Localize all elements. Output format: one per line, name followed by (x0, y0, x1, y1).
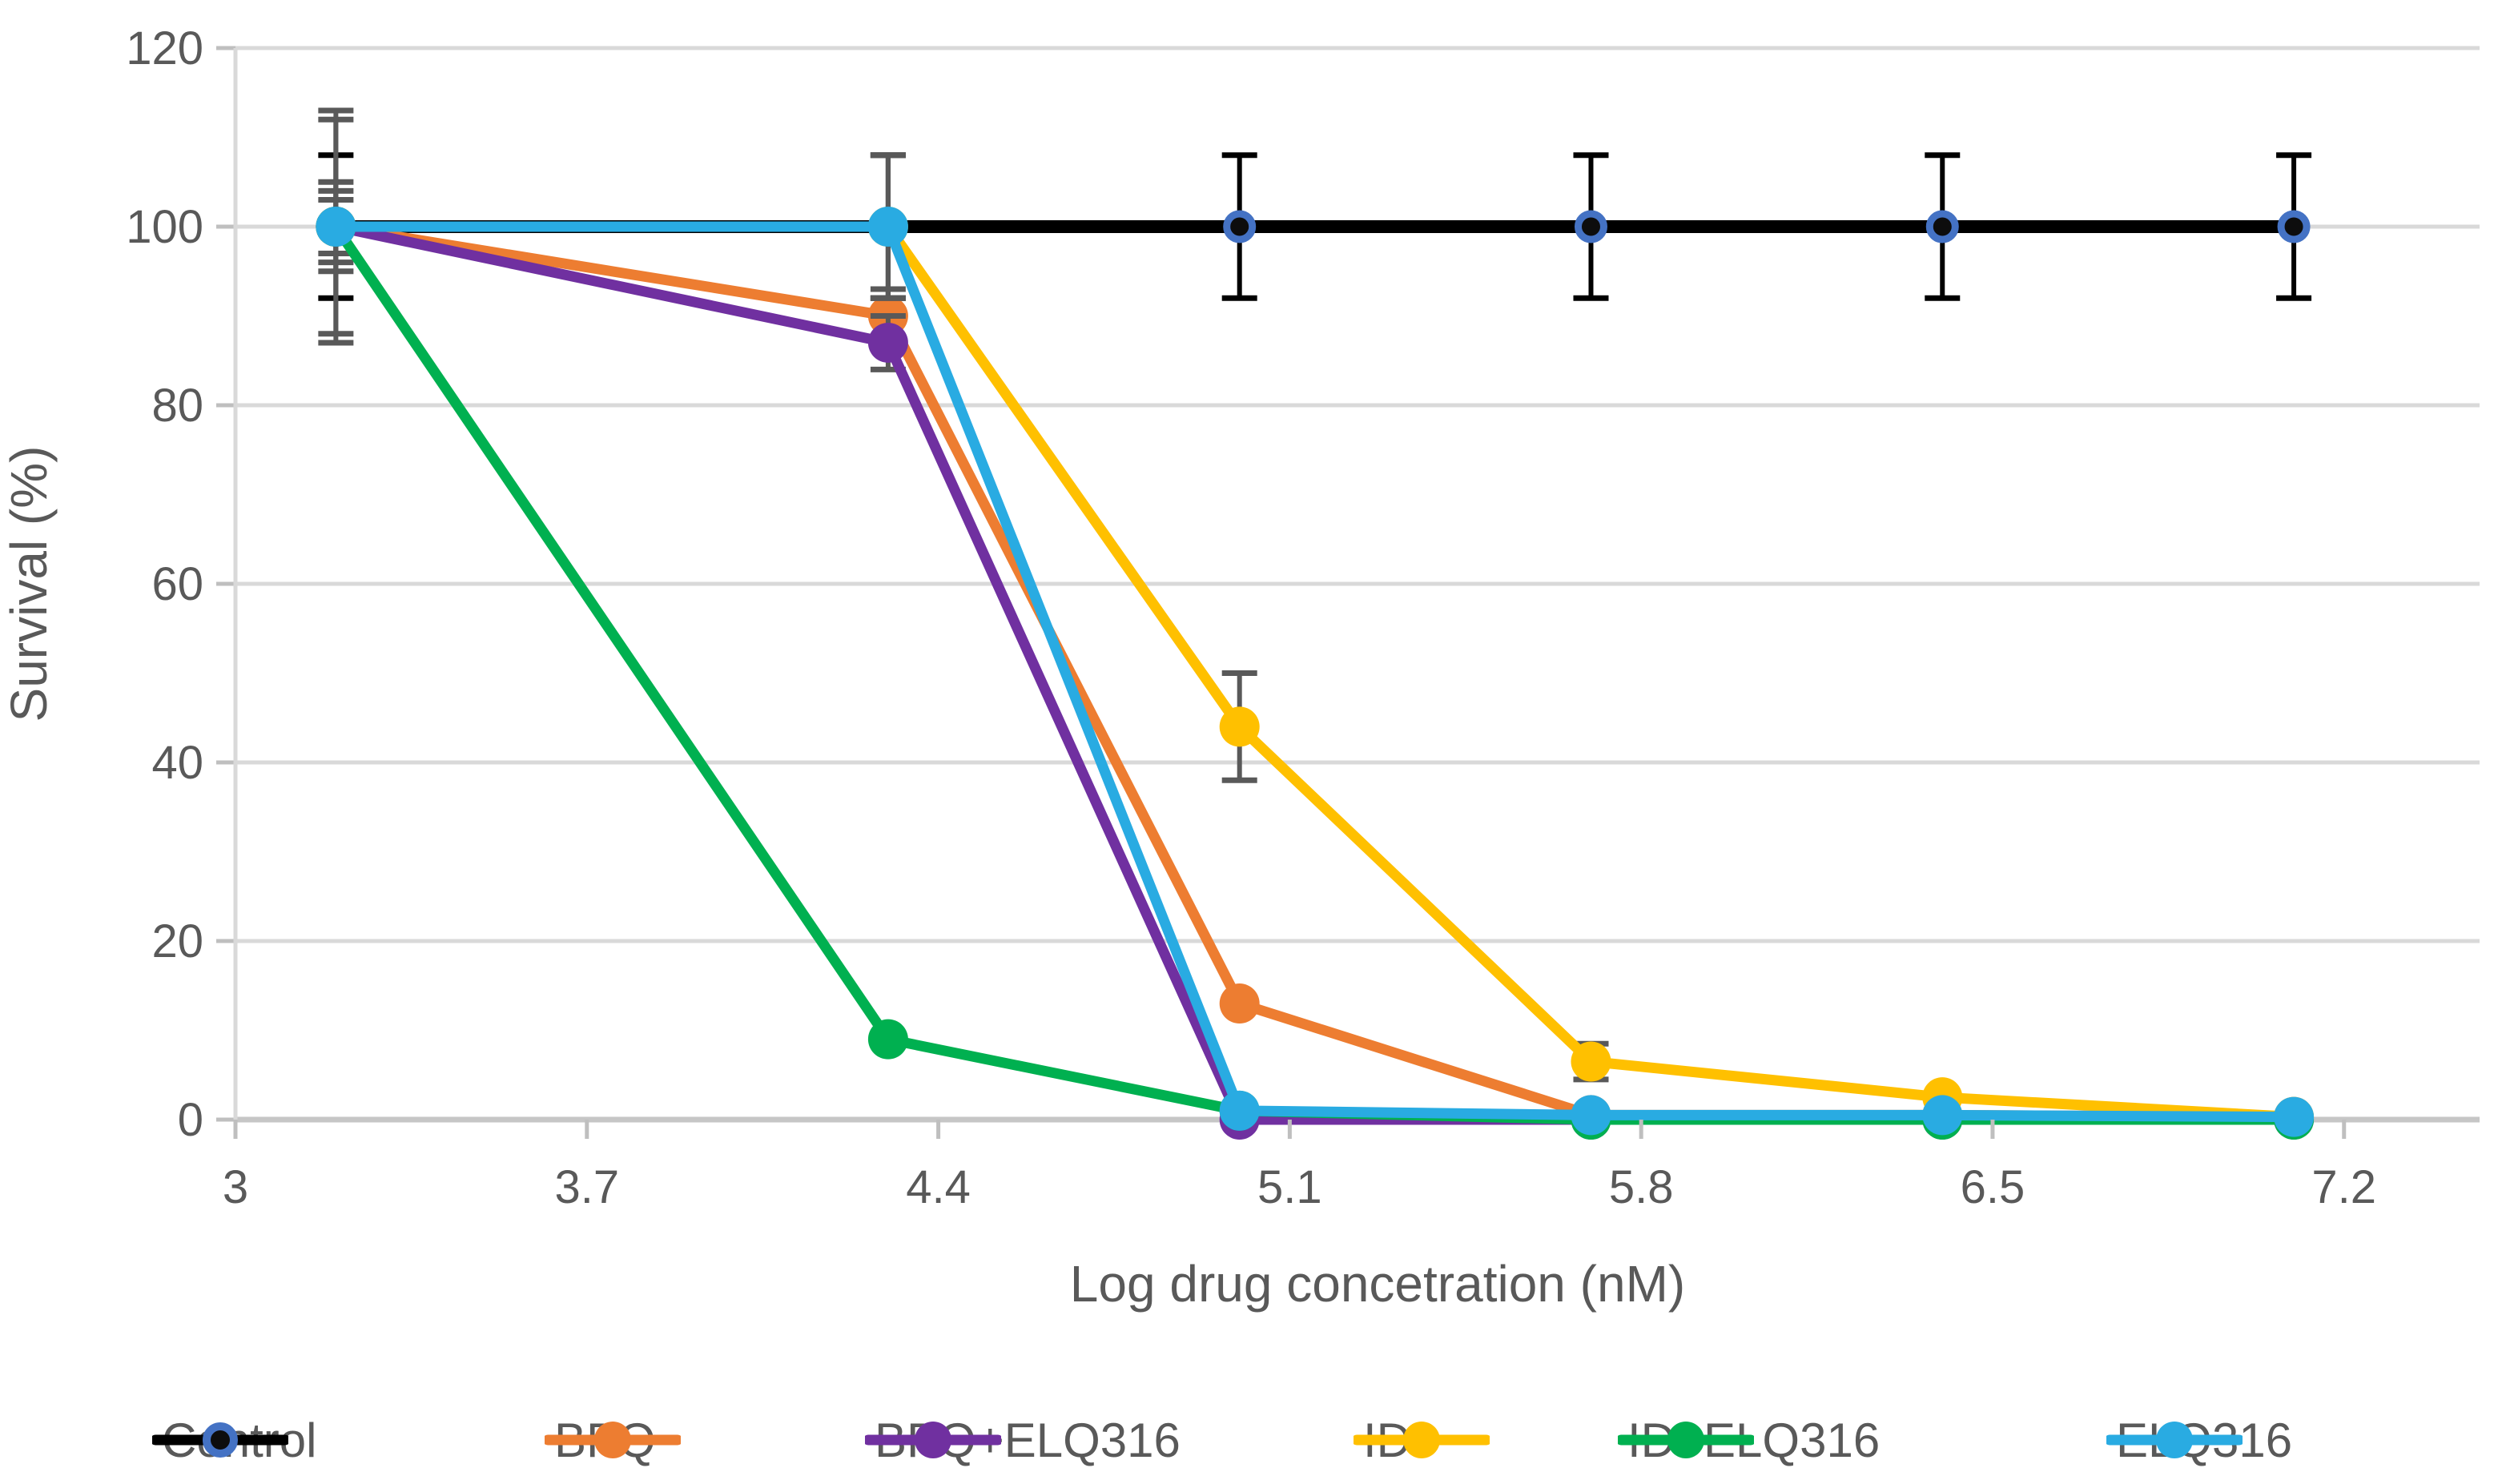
data-point-marker (1219, 1090, 1260, 1131)
data-point-marker (1219, 983, 1260, 1024)
data-point-marker (1223, 210, 1257, 243)
data-point-marker (1922, 1095, 1963, 1136)
y-tick-label: 60 (151, 558, 203, 610)
x-axis-title: Log drug concetration (nM) (1070, 1255, 1685, 1313)
data-point-marker (2274, 1096, 2315, 1137)
data-point-marker (1574, 210, 1607, 243)
y-tick-label: 0 (178, 1094, 203, 1146)
data-point-marker (316, 207, 356, 247)
data-point-marker (867, 322, 908, 363)
grid-layer (235, 46, 2480, 1123)
data-point-marker (1925, 210, 1959, 243)
y-tick-label: 120 (126, 22, 203, 74)
y-tick-label: 80 (151, 380, 203, 432)
x-tick-label: 3 (223, 1161, 248, 1213)
x-tick-label: 4.4 (906, 1161, 971, 1213)
x-tick-label: 3.7 (554, 1161, 619, 1213)
y-tick-label: 20 (151, 915, 203, 967)
axis-layer: 0 20 40 60 80 100 120 3 3.7 4.4 5.1 5.8 6.5 7.2 (126, 22, 2376, 1213)
data-point-marker (1571, 1041, 1611, 1082)
series-line (330, 221, 2299, 1123)
y-tick-label: 100 (126, 201, 203, 253)
x-tick-label: 7.2 (2311, 1161, 2376, 1213)
x-tick-label: 5.1 (1257, 1161, 1322, 1213)
series-ID+ELQ316 (316, 197, 2315, 1140)
series-line (330, 221, 2299, 1123)
data-point-marker (2277, 210, 2311, 243)
data-point-marker (1219, 706, 1260, 747)
data-point-marker (1571, 1095, 1611, 1136)
y-axis-title: Survival (%) (0, 446, 58, 722)
data-point-marker (867, 1019, 908, 1060)
series-line (330, 221, 2299, 1125)
x-tick-label: 6.5 (1961, 1161, 2025, 1213)
plot-layer (316, 107, 2315, 1140)
x-tick-label: 5.8 (1609, 1161, 1674, 1213)
y-tick-label: 40 (151, 737, 203, 789)
series-ELQ316 (316, 107, 2315, 1137)
series-BPQ (316, 179, 2315, 1137)
series-line (330, 221, 2299, 1123)
series-line (330, 221, 2299, 1125)
data-point-marker (867, 207, 908, 247)
series-BPQ+ELQ316 (316, 187, 2315, 1140)
